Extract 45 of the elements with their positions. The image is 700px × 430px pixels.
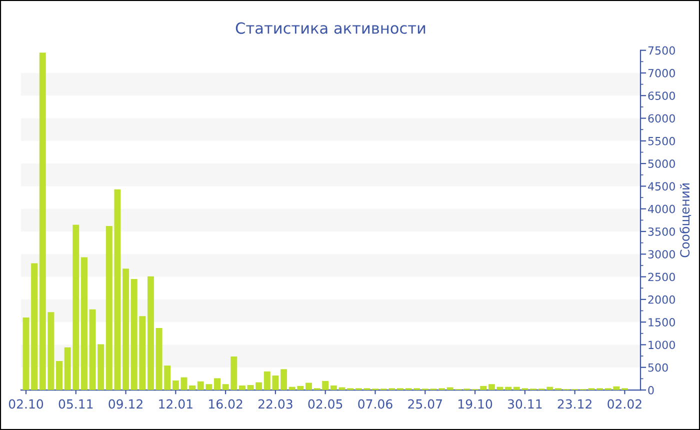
x-tick-label: 02.02 bbox=[608, 399, 642, 409]
bar bbox=[505, 386, 512, 390]
bar bbox=[122, 268, 130, 390]
x-tick-label: 05.11 bbox=[58, 399, 93, 409]
y-tick-label: 6000 bbox=[648, 114, 675, 123]
bar bbox=[280, 369, 288, 390]
y-tick-label: 4000 bbox=[648, 204, 675, 214]
y-tick-label: 0 bbox=[648, 386, 654, 394]
bar bbox=[238, 385, 246, 390]
x-tick-label: 09.12 bbox=[108, 399, 142, 409]
x-tick-label: 23.12 bbox=[558, 399, 592, 409]
y-tick-label: 7000 bbox=[648, 68, 675, 78]
y-tick-label: 1500 bbox=[648, 318, 675, 326]
y-axis-title: Сообщений bbox=[680, 183, 692, 258]
y-tick-label: 1000 bbox=[648, 340, 675, 350]
x-tick-label: 02.05 bbox=[308, 399, 342, 409]
y-tick-label: 500 bbox=[648, 363, 668, 372]
y-tick-label: 3000 bbox=[648, 250, 675, 259]
x-tick-label: 02.10 bbox=[8, 399, 44, 409]
y-tick-label: 5500 bbox=[648, 136, 675, 146]
bar bbox=[147, 276, 154, 390]
bar bbox=[189, 385, 196, 390]
x-tick-label: 22.03 bbox=[258, 399, 292, 409]
bar bbox=[22, 318, 30, 390]
bar bbox=[80, 257, 88, 390]
x-tick-label: 16.02 bbox=[209, 399, 242, 409]
y-tick-label: 2000 bbox=[648, 295, 675, 304]
y-tick-label: 4500 bbox=[648, 182, 675, 191]
y-tick-label: 5000 bbox=[648, 160, 675, 168]
bar bbox=[214, 378, 220, 390]
x-tick-label: 30.11 bbox=[508, 399, 542, 409]
x-tick-label: 25.07 bbox=[408, 399, 442, 409]
y-tick-label: 3500 bbox=[648, 227, 675, 236]
bar bbox=[56, 361, 62, 390]
bar bbox=[31, 263, 38, 390]
bar bbox=[305, 382, 312, 390]
bar bbox=[247, 385, 254, 390]
x-tick-label: 19.10 bbox=[458, 399, 492, 409]
y-tick-label: 2500 bbox=[648, 272, 675, 282]
x-tick-label: 07.06 bbox=[358, 399, 392, 409]
chart-title: Статистика активности bbox=[236, 22, 426, 34]
bar bbox=[256, 382, 262, 390]
y-tick-label: 7500 bbox=[648, 46, 675, 55]
x-tick-label: 12.01 bbox=[159, 399, 192, 409]
y-tick-label: 6500 bbox=[648, 92, 675, 100]
